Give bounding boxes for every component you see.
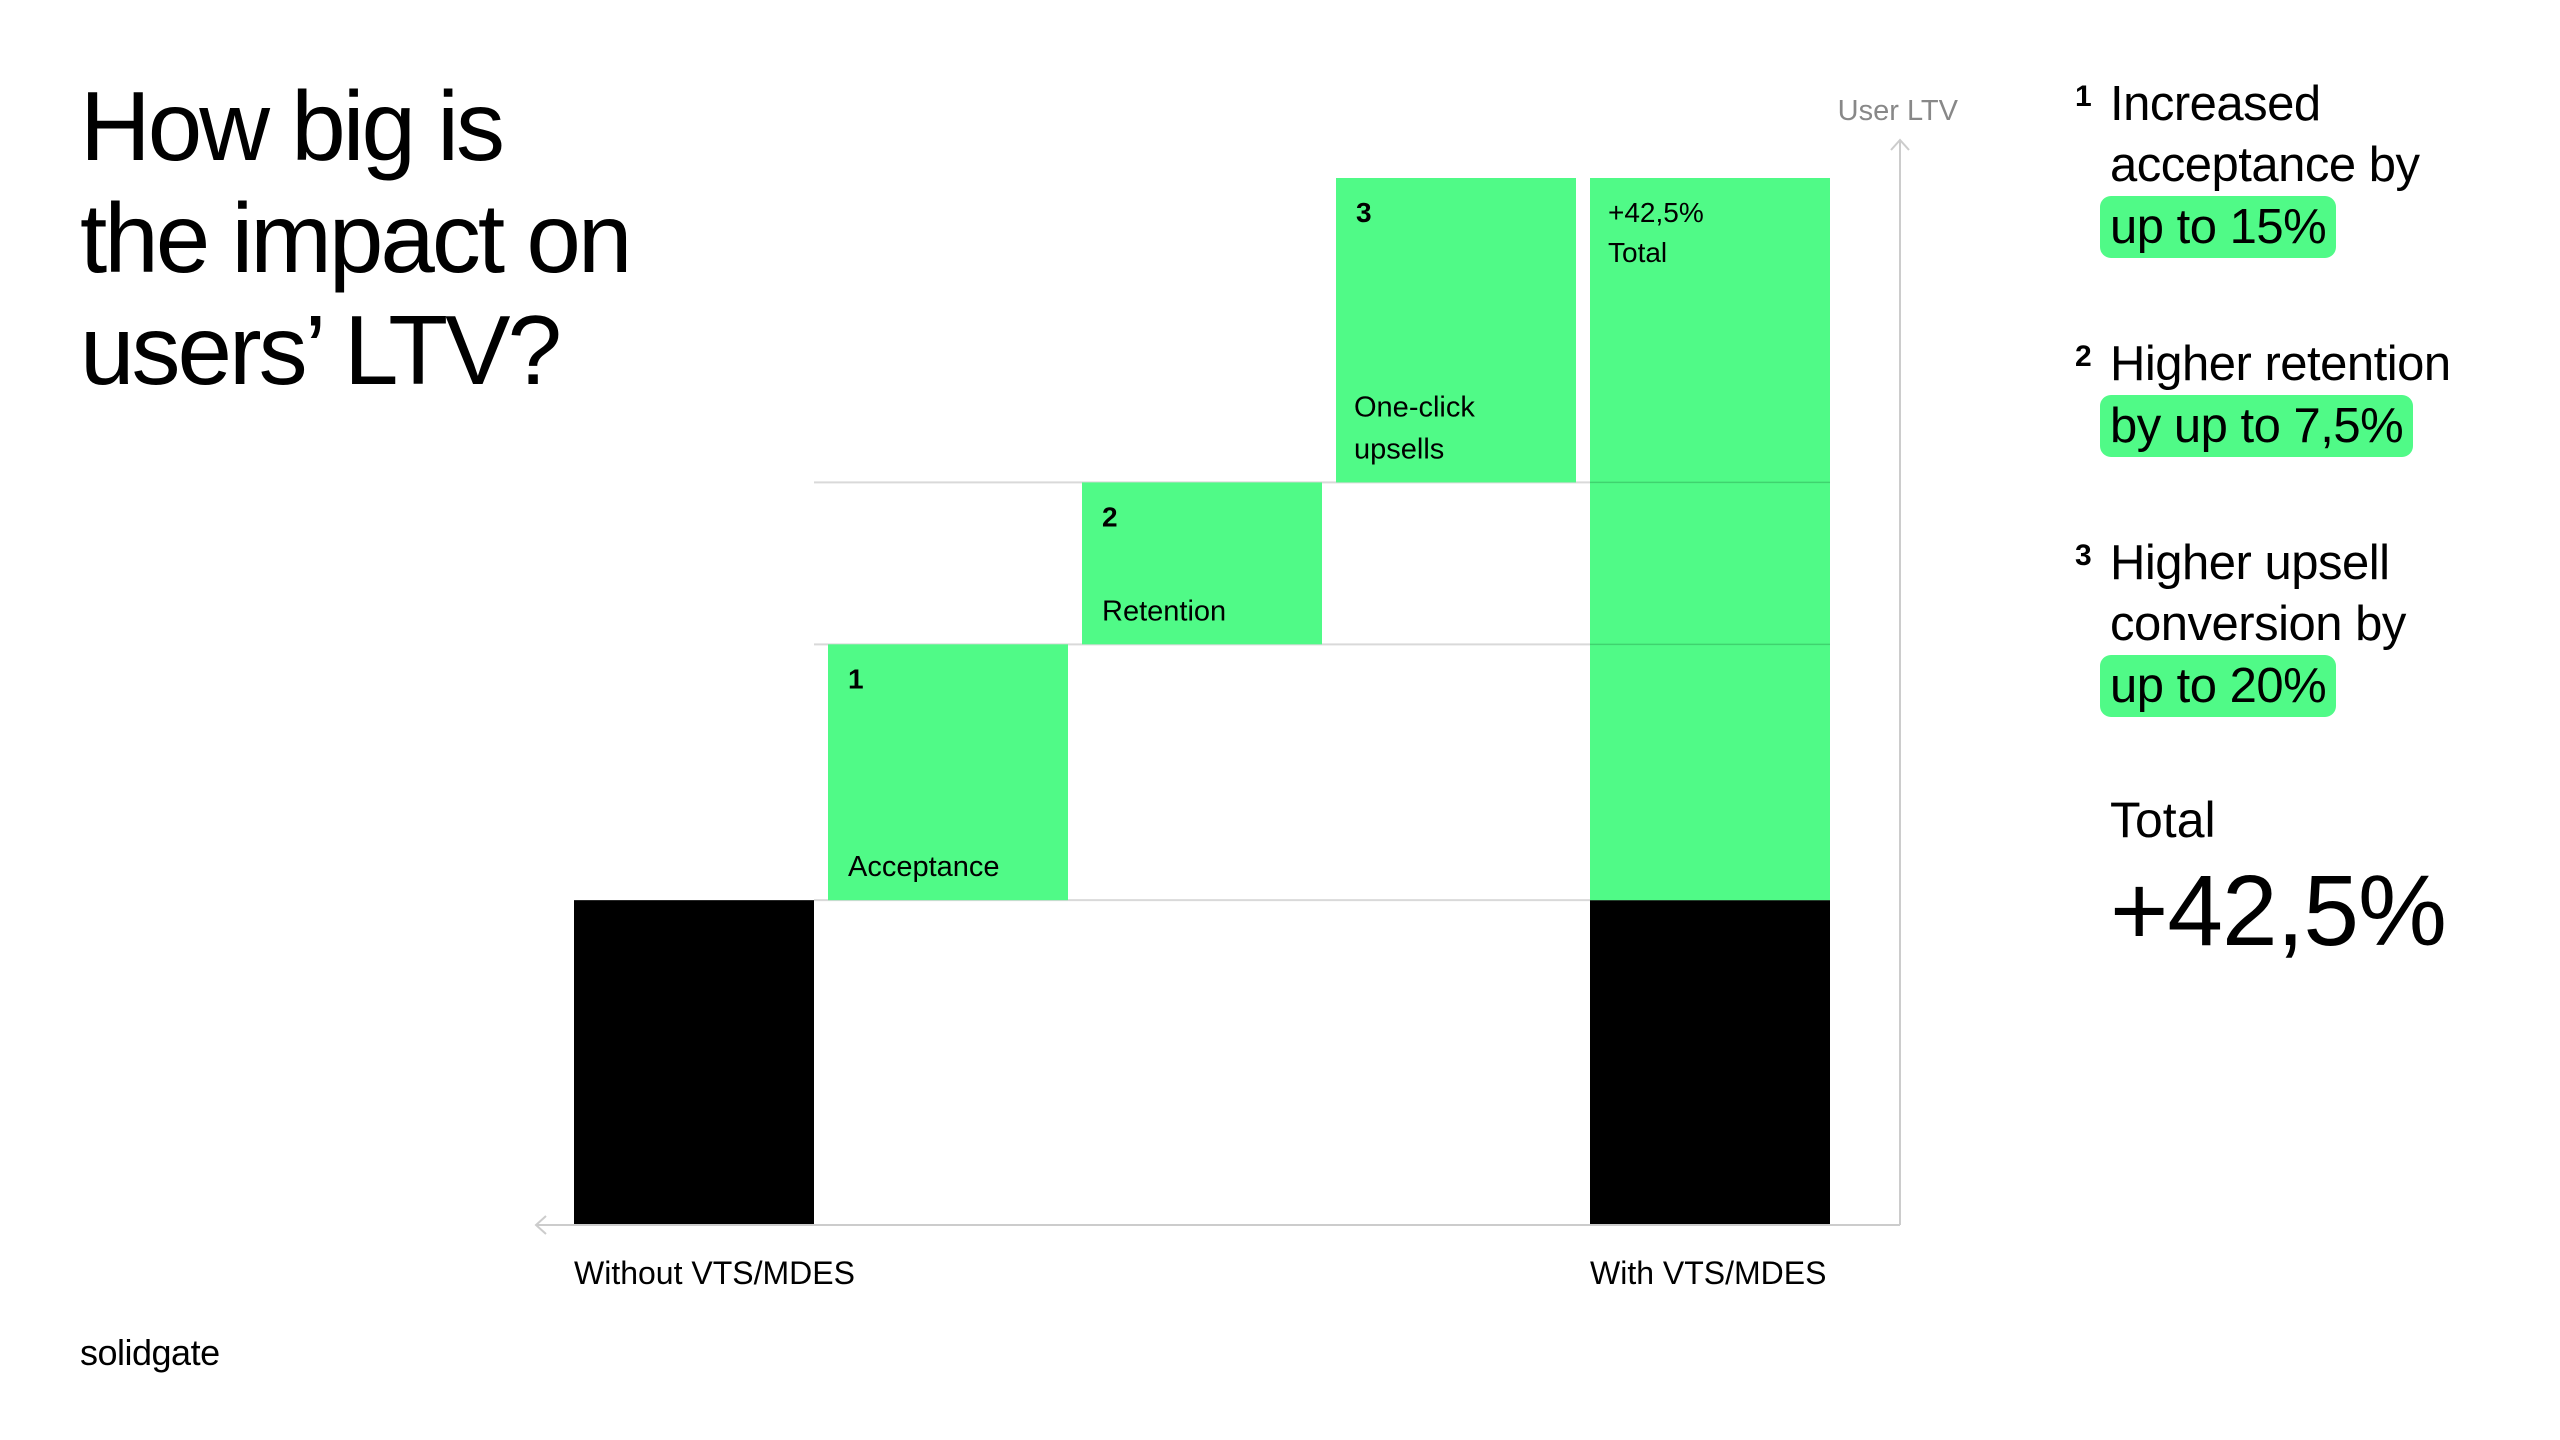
note-highlight: by up to 7,5% (2100, 395, 2414, 457)
final-bar-label: Total (1608, 237, 1667, 268)
bar-final-segment (1590, 644, 1830, 901)
note-retention: 2 Higher retention by up to 7,5% (2070, 334, 2540, 457)
note-text: Higher retention by up to 7,5% (2100, 334, 2540, 457)
final-bar-value: +42,5% (1608, 197, 1704, 228)
brand-logo: solidgate (80, 1332, 220, 1373)
note-number: 3 (2075, 539, 2092, 572)
total-label: Total (2110, 792, 2216, 848)
note-text: Higher upsell conversion by up to 20% (2100, 533, 2540, 717)
x-tick-label: With VTS/MDES (1590, 1255, 1826, 1291)
title-line-2: the impact on (80, 183, 632, 293)
bar-increase (1082, 482, 1322, 645)
note-upsell: 3 Higher upsell conversion by up to 20% (2070, 533, 2540, 717)
title-line-3: users’ LTV? (80, 295, 562, 405)
bar-number: 2 (1102, 501, 1118, 532)
note-highlight: up to 20% (2100, 655, 2337, 717)
bar-increase (1336, 178, 1576, 483)
bar-number: 3 (1356, 197, 1372, 228)
bar-final-segment (1590, 178, 1830, 483)
x-axis-arrow-icon (534, 1215, 547, 1235)
bar-label: One-click (1354, 391, 1475, 423)
note-description: Higher upsell conversion by (2110, 536, 2406, 651)
y-axis-label: User LTV (1838, 95, 1959, 127)
title-line-1: How big is (80, 71, 505, 181)
x-tick-label: Without VTS/MDES (574, 1255, 855, 1291)
bar-number: 1 (848, 663, 864, 694)
bar-label: upsells (1354, 433, 1444, 465)
bar-base (574, 900, 814, 1224)
bar-label: Retention (1102, 595, 1226, 627)
bar-label: Acceptance (848, 851, 1000, 883)
note-number: 1 (2075, 80, 2092, 113)
note-acceptance: 1 Increased acceptance by up to 15% (2070, 74, 2540, 258)
note-description: Increased acceptance by (2110, 77, 2420, 192)
y-axis-arrow-icon (1890, 138, 1910, 151)
note-text: Increased acceptance by up to 15% (2100, 74, 2540, 258)
total-summary: Total +42,5% (2110, 790, 2447, 967)
bar-final-base (1590, 900, 1830, 1224)
page-title: How big is the impact on users’ LTV? (80, 70, 780, 406)
bar-final-segment (1590, 482, 1830, 645)
notes-list: 1 Increased acceptance by up to 15% 2 Hi… (2070, 74, 2540, 717)
note-number: 2 (2075, 340, 2092, 373)
bar-increase (828, 644, 1068, 901)
total-value: +42,5% (2110, 855, 2447, 967)
note-description: Higher retention (2110, 337, 2451, 391)
note-highlight: up to 15% (2100, 196, 2337, 258)
